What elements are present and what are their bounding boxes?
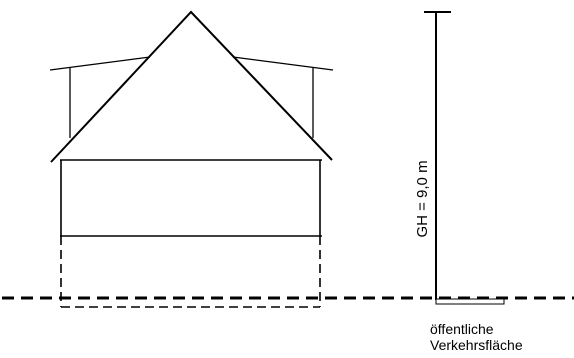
public-area-label-line2: Verkehrsfläche: [430, 337, 523, 353]
public-area-label: öffentliche Verkehrsfläche: [430, 321, 570, 353]
public-area-label-line1: öffentliche: [430, 321, 494, 337]
basement-outline: [60, 236, 321, 308]
left-dormer: [49, 56, 151, 138]
height-dimension: [424, 11, 451, 300]
right-dormer: [232, 56, 334, 138]
building-wall-block: [60, 159, 322, 237]
public-area-marker: [435, 298, 505, 305]
gable-roof: [50, 10, 333, 163]
height-label: GH = 9,0 m: [414, 160, 431, 237]
